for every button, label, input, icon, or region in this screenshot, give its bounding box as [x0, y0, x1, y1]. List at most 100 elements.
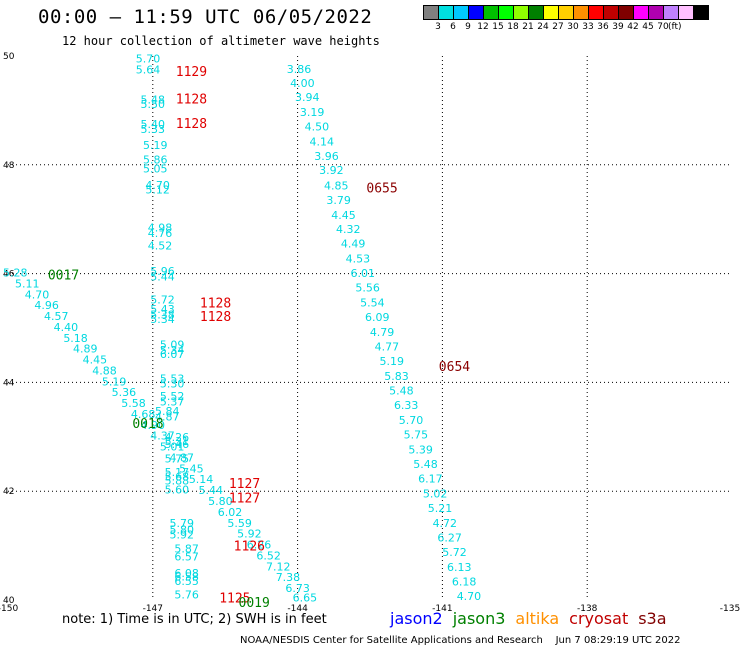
legend-jason2: jason2: [390, 609, 443, 628]
swh-value: 5.75: [404, 429, 429, 442]
swh-value: 4.72: [433, 517, 458, 530]
swh-value: 4.50: [305, 121, 330, 134]
swh-value: 5.18: [63, 332, 88, 345]
legend-s3a: s3a: [638, 609, 667, 628]
swh-value: 5.36: [112, 386, 137, 399]
swh-value: 6.52: [256, 549, 281, 562]
pass-label: 1127: [229, 492, 260, 507]
colorbar-label: 30: [567, 22, 579, 32]
swh-value: 5.52: [160, 390, 185, 403]
swh-value: 4.40: [54, 321, 79, 334]
swh-value: 4.98: [148, 221, 173, 234]
swh-value: 5.09: [160, 338, 185, 351]
swh-value: 7.38: [276, 571, 301, 584]
colorbar-unit: (ft): [668, 22, 682, 32]
pass-label: 0019: [239, 596, 270, 611]
x-tick-label: -135: [720, 604, 740, 614]
swh-value: 5.38: [150, 308, 175, 321]
swh-value: 5.88: [165, 474, 190, 487]
colorbar-label: 15: [492, 22, 504, 32]
swh-value: 5.19: [143, 139, 168, 152]
swh-value: 5.11: [15, 277, 40, 290]
swh-value: 5.54: [360, 296, 385, 309]
swh-value: 6.09: [365, 311, 390, 324]
credit-text: NOAA/NESDIS Center for Satellite Applica…: [240, 635, 543, 646]
swh-value: 5.37: [160, 395, 185, 408]
swh-value: 5.48: [141, 94, 166, 107]
swh-value: 5.75: [165, 453, 190, 466]
swh-value: 5.92: [170, 529, 195, 542]
timestamp-text: Jun 7 08:29:19 UTC 2022: [555, 635, 681, 646]
swh-value: 7.12: [266, 560, 291, 573]
swh-value: 5.96: [150, 265, 175, 278]
swh-value: 4.68: [131, 408, 156, 421]
swh-value: 4.26: [165, 431, 190, 444]
swh-value: 5.70: [399, 414, 424, 427]
swh-value: 4.37: [150, 430, 175, 443]
swh-value: 4.90: [141, 419, 166, 432]
colorbar-label: 9: [465, 22, 471, 32]
swh-value: 4.32: [336, 223, 361, 236]
pass-label: 1125: [219, 591, 250, 606]
swh-value: 5.01: [160, 441, 185, 454]
swh-value: 5.46: [165, 438, 190, 451]
swh-value: 5.44: [198, 484, 223, 497]
swh-value: 4.49: [341, 238, 366, 251]
x-tick-label: -147: [143, 604, 163, 614]
y-tick-label: 42: [3, 487, 14, 497]
swh-value: 4.70: [457, 590, 482, 603]
swh-value: 5.14: [189, 473, 214, 486]
swh-value: 5.48: [389, 385, 414, 398]
swh-value: 4.76: [148, 227, 173, 240]
swh-value: 5.80: [170, 523, 195, 536]
pass-label: 0655: [366, 182, 397, 197]
colorbar-label: 3: [435, 22, 441, 32]
y-tick-label: 44: [3, 378, 15, 388]
swh-value: 4.70: [145, 179, 170, 192]
x-tick-label: -141: [432, 604, 452, 614]
swh-value: 5.60: [165, 484, 190, 497]
swh-value: 6.73: [285, 582, 310, 595]
swh-value: 5.48: [413, 458, 438, 471]
swh-value: 5.68: [165, 471, 190, 484]
swh-value: 5.34: [160, 344, 185, 357]
swh-value: 6.01: [351, 267, 376, 280]
colorbar-label: 36: [597, 22, 609, 32]
swh-value: 5.83: [384, 370, 409, 383]
swh-value: 5.92: [237, 528, 262, 541]
colorbar: [423, 5, 709, 20]
swh-value: 3.92: [319, 164, 344, 177]
swh-value: 5.64: [136, 64, 161, 77]
swh-value: 4.70: [25, 288, 50, 301]
swh-value: 6.33: [394, 399, 419, 412]
swh-value: 3.79: [326, 194, 351, 207]
swh-value: 6.17: [418, 473, 443, 486]
pass-label: 1128: [200, 310, 231, 325]
swh-value: 4.77: [375, 340, 400, 353]
pass-label: 0018: [132, 417, 163, 432]
swh-value: 5.21: [428, 502, 453, 515]
swh-value: 5.44: [150, 270, 175, 283]
swh-value: 5.02: [423, 487, 448, 500]
swh-value: 3.86: [287, 63, 312, 76]
legend-jason3: jason3: [452, 609, 506, 628]
swh-value: 4.52: [148, 239, 173, 252]
swh-value: 6.55: [174, 575, 199, 588]
swh-value: 4.45: [331, 209, 356, 222]
y-tick-label: 46: [3, 270, 15, 280]
swh-value: 5.34: [150, 313, 175, 326]
swh-value: 4.57: [44, 310, 69, 323]
colorbar-label: 12: [477, 22, 489, 32]
swh-value: 6.65: [293, 591, 318, 604]
swh-value: 4.85: [324, 179, 349, 192]
pass-label: 1127: [229, 477, 260, 492]
pass-label: 0017: [48, 269, 79, 284]
swh-value: 5.05: [143, 163, 168, 176]
swh-value: 4.14: [309, 135, 334, 148]
swh-value: 5.31: [165, 435, 190, 448]
colorbar-label: 45: [642, 22, 654, 32]
colorbar-swatch: [693, 5, 709, 20]
swh-value: 5.33: [141, 123, 166, 136]
mission-legend: jason2 jason3 altika cryosat s3a: [390, 609, 677, 628]
